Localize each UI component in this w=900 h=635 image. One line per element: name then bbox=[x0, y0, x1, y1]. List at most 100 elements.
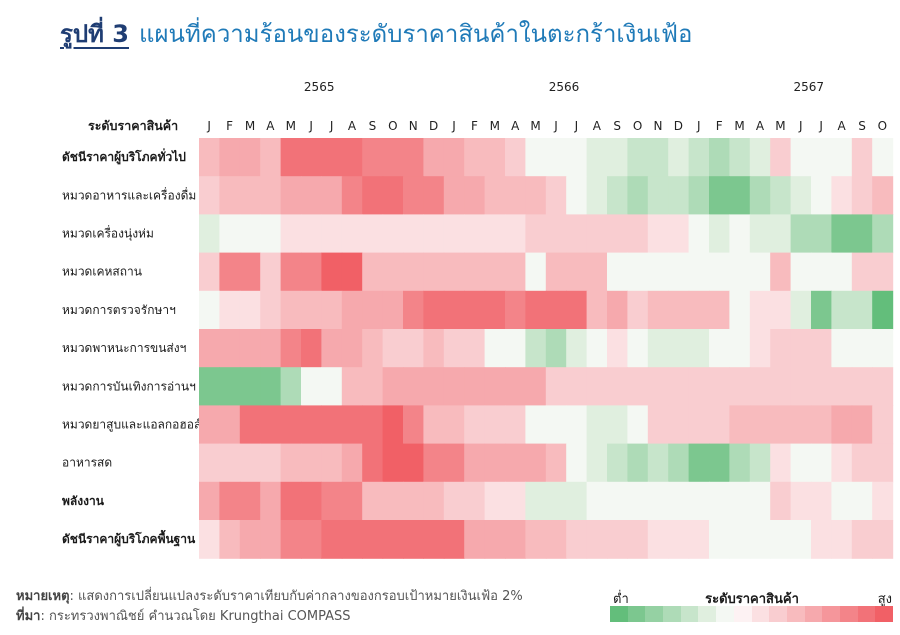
heatmap-cell bbox=[219, 405, 241, 445]
row-label: หมวดเครื่องนุ่งห่ม bbox=[62, 225, 154, 242]
heatmap-cell bbox=[505, 520, 526, 559]
month-label: D bbox=[429, 119, 438, 133]
heatmap-cell bbox=[260, 329, 282, 368]
heatmap-cell bbox=[831, 481, 853, 521]
month-label: J bbox=[308, 119, 313, 133]
heatmap-cell bbox=[545, 481, 567, 521]
heatmap-cell bbox=[505, 367, 526, 406]
heatmap-cell bbox=[851, 329, 873, 368]
heatmap-cell bbox=[545, 405, 567, 445]
heatmap-cell bbox=[872, 214, 894, 254]
heatmap-cell bbox=[647, 367, 669, 406]
heatmap-cell bbox=[872, 176, 894, 215]
heatmap-cell bbox=[199, 290, 220, 330]
heatmap-cell bbox=[586, 252, 608, 292]
month-label: F bbox=[226, 119, 233, 133]
heatmap-cell bbox=[260, 481, 282, 521]
heatmap-cell bbox=[709, 214, 730, 254]
heatmap-cell bbox=[627, 405, 649, 445]
heatmap-cell bbox=[688, 481, 710, 521]
heatmap-cell bbox=[505, 252, 526, 292]
heatmap-cell bbox=[321, 214, 343, 254]
heatmap-cell bbox=[321, 176, 343, 215]
heatmap-cell bbox=[484, 367, 506, 406]
heatmap-cell bbox=[729, 405, 751, 445]
heatmap-cell bbox=[505, 138, 526, 177]
heatmap-cell bbox=[301, 176, 322, 215]
month-label: J bbox=[329, 119, 334, 133]
heatmap-cell bbox=[362, 176, 384, 215]
heatmap-cell bbox=[749, 252, 771, 292]
heatmap-cell bbox=[872, 329, 894, 368]
heatmap-cell bbox=[688, 405, 710, 445]
heatmap-cell bbox=[607, 443, 628, 483]
heatmap-cell bbox=[505, 290, 526, 330]
heatmap-cell bbox=[668, 481, 690, 521]
heatmap-cell bbox=[505, 329, 526, 368]
legend-swatch bbox=[875, 606, 893, 622]
heatmap-cell bbox=[668, 329, 690, 368]
heatmap-cell bbox=[321, 405, 343, 445]
heatmap-cell bbox=[423, 443, 445, 483]
heatmap-cell bbox=[219, 138, 241, 177]
heatmap-cell bbox=[831, 252, 853, 292]
legend-swatch bbox=[698, 606, 717, 622]
heatmap-cell bbox=[239, 329, 261, 368]
heatmap-cell bbox=[525, 367, 547, 406]
month-label: F bbox=[471, 119, 478, 133]
heatmap-cell bbox=[443, 214, 465, 254]
heatmap-cell bbox=[647, 329, 669, 368]
heatmap-cell bbox=[627, 481, 649, 521]
heatmap-cell bbox=[505, 214, 526, 254]
heatmap-cell bbox=[301, 367, 322, 406]
heatmap-cell bbox=[627, 367, 649, 406]
heatmap-cell bbox=[341, 290, 363, 330]
heatmap-cell bbox=[464, 367, 486, 406]
heatmap-cell bbox=[545, 214, 567, 254]
heatmap-cell bbox=[239, 367, 261, 406]
heatmap-cell bbox=[341, 252, 363, 292]
heatmap-cell bbox=[219, 520, 241, 559]
heatmap-cell bbox=[811, 214, 832, 254]
month-label: M bbox=[245, 119, 255, 133]
month-label: O bbox=[388, 119, 397, 133]
heatmap-cell bbox=[362, 252, 384, 292]
row-label: ดัชนีราคาผู้บริโภคทั่วไป bbox=[62, 148, 186, 165]
heatmap-cell bbox=[443, 252, 465, 292]
month-label: J bbox=[798, 119, 803, 133]
heatmap-cell bbox=[280, 481, 302, 521]
legend-swatch bbox=[663, 606, 681, 622]
heatmap-cell bbox=[484, 290, 506, 330]
heatmap-cell bbox=[443, 176, 465, 215]
heatmap-cell bbox=[566, 481, 588, 521]
heatmap-cell bbox=[341, 481, 363, 521]
year-label: 2566 bbox=[549, 80, 580, 94]
heatmap-cell bbox=[382, 138, 404, 177]
month-label: M bbox=[734, 119, 744, 133]
heatmap-cell bbox=[566, 329, 588, 368]
row-label: หมวดการบันเทิงการอ่านฯ bbox=[62, 379, 196, 393]
heatmap-cell bbox=[239, 214, 261, 254]
heatmap-cell bbox=[484, 138, 506, 177]
heatmap-cell bbox=[790, 481, 812, 521]
heatmap-cell bbox=[709, 329, 730, 368]
heatmap-cell bbox=[627, 520, 649, 559]
heatmap-cell bbox=[484, 176, 506, 215]
legend-swatch bbox=[645, 606, 664, 622]
heatmap-cell bbox=[484, 481, 506, 521]
heatmap-cell bbox=[668, 443, 690, 483]
heatmap-cell bbox=[280, 443, 302, 483]
year-label: 2565 bbox=[304, 80, 335, 94]
heatmap-cell bbox=[423, 329, 445, 368]
month-label: F bbox=[716, 119, 723, 133]
heatmap-cell bbox=[647, 214, 669, 254]
heatmap-cell bbox=[484, 214, 506, 254]
heatmap-cell bbox=[729, 329, 751, 368]
heatmap-cell bbox=[382, 443, 404, 483]
heatmap-cell bbox=[851, 405, 873, 445]
heatmap-cell bbox=[709, 138, 730, 177]
heatmap-cell bbox=[280, 290, 302, 330]
heatmap-cell bbox=[301, 252, 322, 292]
month-label: M bbox=[530, 119, 540, 133]
heatmap-cell bbox=[811, 252, 832, 292]
